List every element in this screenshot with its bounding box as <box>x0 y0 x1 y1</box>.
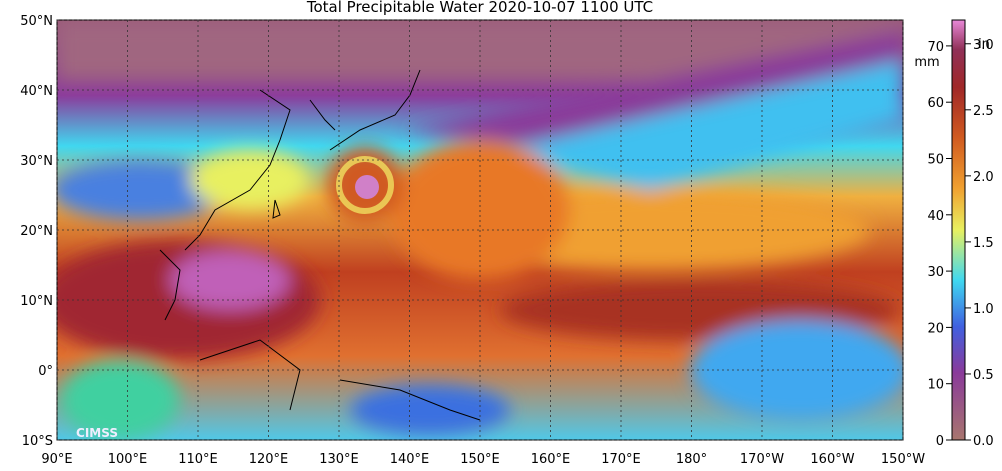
mm-tick-label: 70 <box>927 40 944 55</box>
lon-label: 150°E <box>460 452 500 467</box>
in-tick-label: 0.0 <box>973 434 994 449</box>
in-tick-label: 2.5 <box>973 104 994 119</box>
mm-tick-label: 30 <box>927 265 944 280</box>
lat-label: 10°S <box>22 434 53 449</box>
lat-label: 50°N <box>20 14 53 29</box>
title: Total Precipitable Water 2020-10-07 1100… <box>306 0 653 16</box>
lon-label: 110°E <box>178 452 218 467</box>
lon-label: 120°E <box>249 452 289 467</box>
lon-label: 160°W <box>810 452 854 467</box>
colorbar-unit-mm: mm <box>914 55 939 70</box>
in-tick-label: 1.5 <box>973 236 994 251</box>
mm-tick-label: 0 <box>936 434 944 449</box>
mm-tick-label: 20 <box>927 321 944 336</box>
colorbar-unit-in: in <box>978 37 990 52</box>
lon-label: 160°E <box>531 452 571 467</box>
lon-label: 140°E <box>390 452 430 467</box>
lat-label: 30°N <box>20 154 53 169</box>
mm-tick-label: 10 <box>927 378 944 393</box>
lon-label: 130°E <box>319 452 359 467</box>
lon-label: 170°W <box>740 452 784 467</box>
lat-label: 0° <box>38 364 53 379</box>
lon-label: 150°W <box>881 452 925 467</box>
in-tick-label: 0.5 <box>973 368 994 383</box>
lon-label: 180° <box>676 452 707 467</box>
in-tick-label: 2.0 <box>973 170 994 185</box>
in-tick-label: 1.0 <box>973 302 994 317</box>
satellite-field <box>57 20 903 440</box>
in-tick-label: 3.0 <box>973 38 994 53</box>
lon-label: 90°E <box>41 452 72 467</box>
logo: CIMSS <box>76 426 118 440</box>
colorbar <box>951 19 966 441</box>
lat-label: 40°N <box>20 84 53 99</box>
mm-tick-label: 40 <box>927 209 944 224</box>
mm-tick-label: 50 <box>927 152 944 167</box>
lat-label: 20°N <box>20 224 53 239</box>
lat-label: 10°N <box>20 294 53 309</box>
mm-tick-label: 60 <box>927 96 944 111</box>
lon-label: 100°E <box>108 452 148 467</box>
lon-label: 170°E <box>601 452 641 467</box>
